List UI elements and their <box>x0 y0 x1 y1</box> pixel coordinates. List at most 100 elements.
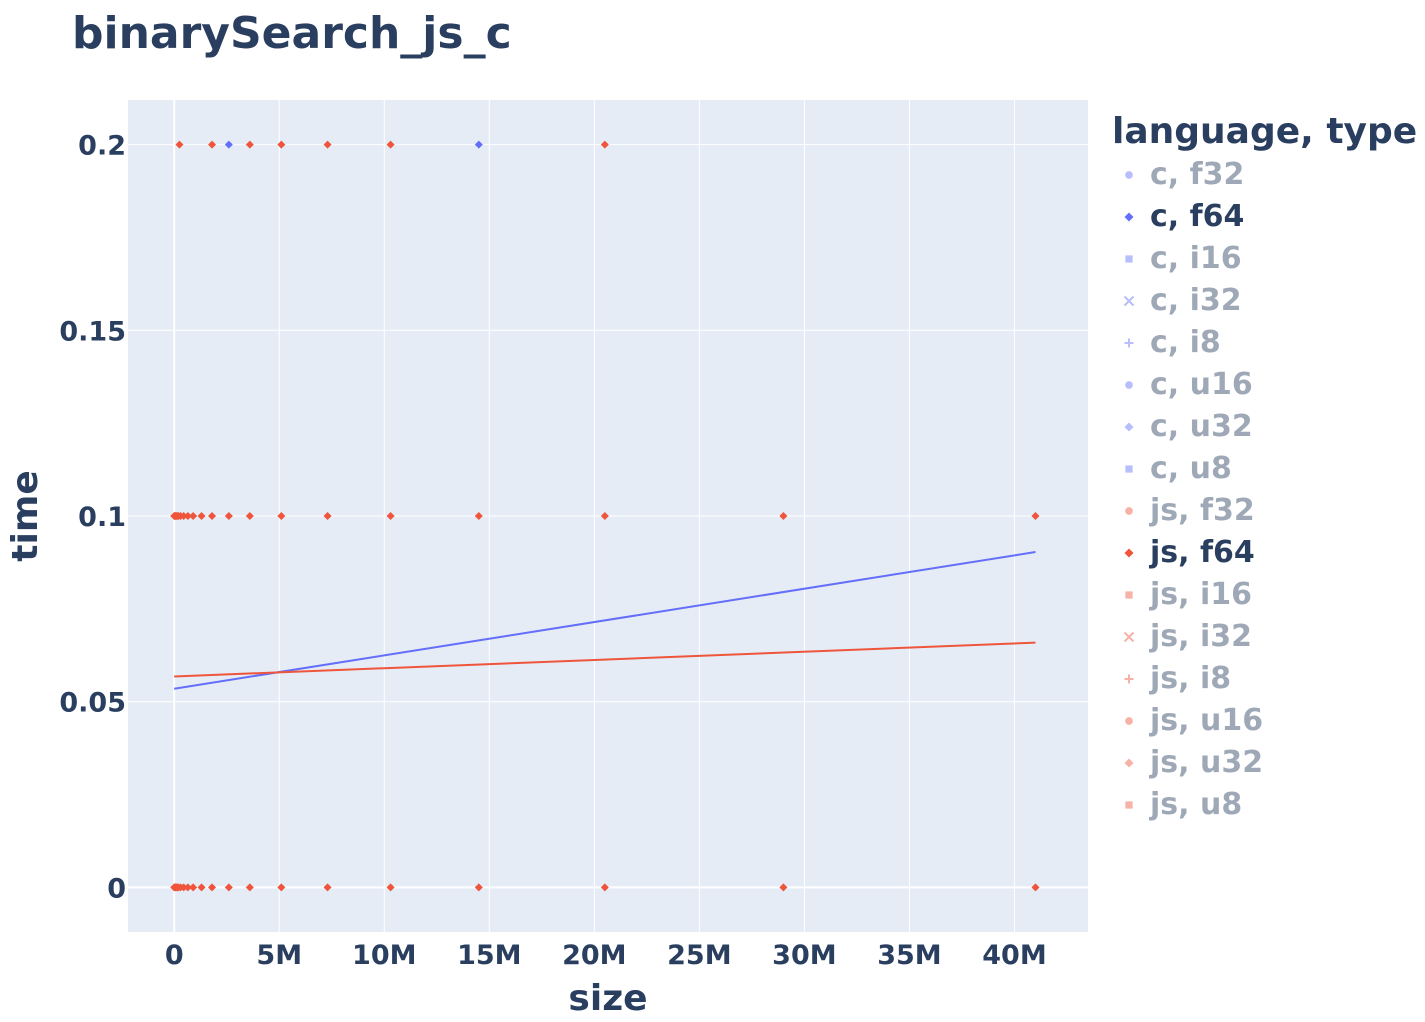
legend-marker-shape <box>1124 422 1134 432</box>
x-tick-label: 0 <box>165 940 184 971</box>
legend-item[interactable]: c, f64 <box>1112 196 1422 238</box>
legend-item[interactable]: js, u8 <box>1112 784 1422 826</box>
data-point <box>179 512 188 520</box>
legend-item-label: js, f32 <box>1150 493 1255 528</box>
data-points <box>170 140 1040 892</box>
data-point <box>600 883 609 892</box>
data-point <box>175 140 184 149</box>
legend-item-label: js, i32 <box>1150 619 1253 654</box>
legend-item[interactable]: c, u16 <box>1112 364 1422 406</box>
legend-item-label: js, u16 <box>1150 703 1264 738</box>
data-point <box>277 140 286 149</box>
chart-title: binarySearch_js_c <box>72 8 512 59</box>
trendline <box>174 641 1036 678</box>
diamond-marker-icon <box>1124 548 1134 558</box>
legend-item-label: c, u16 <box>1150 367 1253 402</box>
data-point <box>224 512 233 520</box>
x-tick-label: 25M <box>667 940 731 971</box>
legend-item[interactable]: c, i8 <box>1112 322 1422 364</box>
legend-item-label: c, u8 <box>1150 451 1232 486</box>
legend-item-label: js, u8 <box>1150 787 1243 822</box>
circle-marker-icon <box>1125 171 1133 179</box>
legend-marker-shape <box>1124 548 1134 558</box>
y-axis-ticks: 0 0.05 0.1 0.15 0.2 <box>59 131 126 905</box>
legend-item[interactable]: js, u16 <box>1112 700 1422 742</box>
legend-item-label: c, i16 <box>1150 241 1242 276</box>
data-point <box>474 883 483 892</box>
square-marker-icon <box>1125 255 1133 263</box>
data-point <box>197 883 206 892</box>
legend-marker-shape <box>1125 591 1133 599</box>
data-point <box>189 512 198 520</box>
trendlines <box>174 551 1036 690</box>
data-point <box>474 512 483 520</box>
data-point <box>1031 512 1040 520</box>
data-point <box>323 140 332 149</box>
legend-marker-shape <box>1125 465 1133 473</box>
legend: language, type c, f32 c, f64 c, i16 c, i32 c… <box>1112 110 1422 826</box>
cross-marker-icon <box>1124 338 1134 348</box>
data-point <box>189 883 198 892</box>
x-tick-label: 10M <box>352 940 416 971</box>
data-point <box>245 140 254 149</box>
legend-item[interactable]: js, f32 <box>1112 490 1422 532</box>
legend-item[interactable]: c, i32 <box>1112 280 1422 322</box>
y-tick-label: 0 <box>107 873 126 904</box>
legend-marker-shape <box>1124 338 1134 348</box>
legend-item-label: c, f64 <box>1150 199 1245 234</box>
legend-item-label: js, f64 <box>1150 535 1255 570</box>
data-point <box>323 883 332 892</box>
data-point <box>245 883 254 892</box>
circle-marker-icon <box>1125 507 1133 515</box>
legend-item-label: c, i32 <box>1150 283 1242 318</box>
legend-item-label: c, u32 <box>1150 409 1253 444</box>
square-marker-icon <box>1125 801 1133 809</box>
diamond-marker-icon <box>1124 758 1134 768</box>
legend-item[interactable]: js, i8 <box>1112 658 1422 700</box>
legend-item[interactable]: js, f64 <box>1112 532 1422 574</box>
legend-item[interactable]: c, i16 <box>1112 238 1422 280</box>
legend-item[interactable]: c, f32 <box>1112 154 1422 196</box>
legend-marker-shape <box>1125 507 1133 515</box>
legend-item[interactable]: js, i32 <box>1112 616 1422 658</box>
legend-item[interactable]: js, i16 <box>1112 574 1422 616</box>
x-marker-icon <box>1123 631 1135 643</box>
data-point <box>323 512 332 520</box>
data-point <box>245 512 254 520</box>
data-point <box>386 883 395 892</box>
circle-marker-icon <box>1125 717 1133 725</box>
cross-marker-icon <box>1124 674 1134 684</box>
trendline <box>174 551 1036 690</box>
legend-item-label: js, u32 <box>1150 745 1264 780</box>
y-tick-label: 0.05 <box>59 688 126 719</box>
x-marker-icon <box>1123 295 1135 307</box>
legend-item[interactable]: c, u32 <box>1112 406 1422 448</box>
data-point <box>179 883 188 892</box>
data-point <box>1031 883 1040 892</box>
legend-marker-shape <box>1123 631 1135 643</box>
legend-item[interactable]: c, u8 <box>1112 448 1422 490</box>
x-tick-label: 15M <box>457 940 521 971</box>
legend-marker-shape <box>1125 717 1133 725</box>
legend-item-label: c, f32 <box>1150 157 1245 192</box>
square-marker-icon <box>1125 465 1133 473</box>
legend-item-label: c, i8 <box>1150 325 1221 360</box>
data-point <box>277 883 286 892</box>
data-point <box>779 883 788 892</box>
diamond-marker-icon <box>1124 422 1134 432</box>
data-point <box>183 512 192 520</box>
data-point <box>197 512 206 520</box>
circle-marker-icon <box>1125 381 1133 389</box>
y-tick-label: 0.2 <box>78 131 126 162</box>
legend-marker-shape <box>1125 801 1133 809</box>
y-tick-label: 0.1 <box>78 502 126 533</box>
legend-title: language, type <box>1112 111 1418 152</box>
data-point <box>208 883 217 892</box>
x-axis-title: size <box>568 978 647 1019</box>
data-point <box>277 512 286 520</box>
legend-item-label: js, i8 <box>1150 661 1232 696</box>
data-point <box>600 512 609 520</box>
legend-item[interactable]: js, u32 <box>1112 742 1422 784</box>
legend-item-label: js, i16 <box>1150 577 1253 612</box>
